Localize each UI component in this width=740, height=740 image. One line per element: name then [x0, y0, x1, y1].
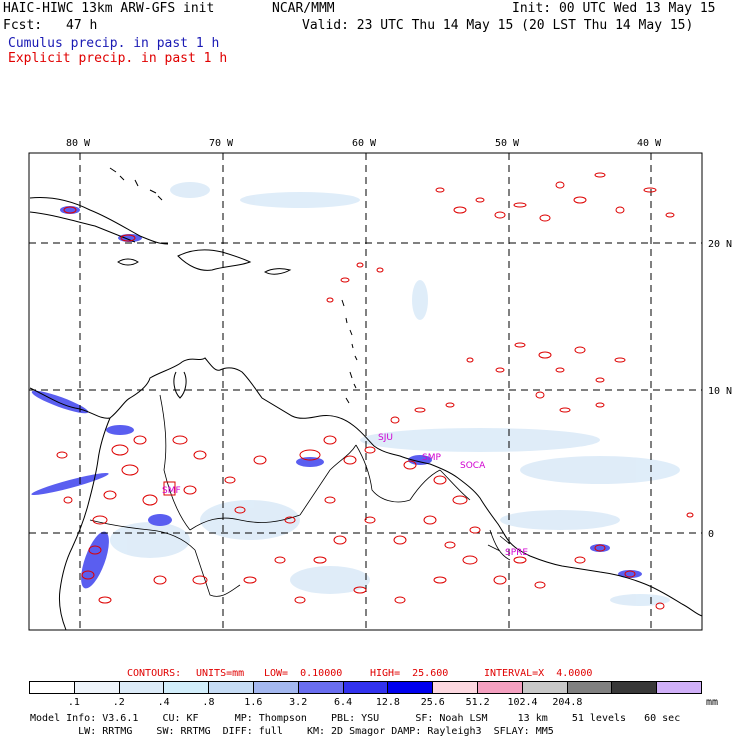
model-info-line2: LW: RRTMG SW: RRTMG DIFF: full KM: 2D Sm…	[30, 726, 554, 737]
contours-high: HIGH= 25.600	[370, 668, 449, 679]
station-labels: SJU SMF SPRE SMP SOCA	[162, 433, 528, 558]
colorbar-tick-label: 51.2	[465, 697, 490, 708]
colorbar-cell	[164, 682, 210, 693]
colorbar-tick-label: .4	[157, 697, 170, 708]
colorbar-cell	[522, 682, 568, 693]
forecast-label: Fcst:	[3, 18, 43, 33]
explicit-precip-contours	[56, 172, 694, 610]
valid-time: Valid: 23 UTC Thu 14 May 15 (20 LST Thu …	[302, 18, 694, 33]
colorbar-tick-label: .1	[67, 697, 80, 708]
colorbar-cell	[657, 682, 701, 693]
colorbar-tick-label: 6.4	[334, 697, 353, 708]
colorbar-cell	[253, 682, 299, 693]
country-borders	[89, 394, 511, 597]
colorbar-cell	[30, 682, 75, 693]
colorbar-tick-label: .8	[202, 697, 215, 708]
colorbar-tick-label: 204.8	[552, 697, 583, 708]
colorbar	[29, 681, 702, 694]
lat-label: 0	[708, 529, 714, 540]
colorbar-tick-label: 1.6	[244, 697, 263, 708]
legend-cumulus: Cumulus precip. in past 1 h	[8, 36, 220, 51]
colorbar-cell	[343, 682, 389, 693]
station-label: SMF	[162, 486, 181, 496]
colorbar-cell	[388, 682, 434, 693]
cumulus-precip-light	[110, 182, 680, 606]
org-label: NCAR/MMM	[272, 1, 335, 16]
colorbar-unit: mm	[706, 697, 719, 708]
lon-label: 70 W	[209, 138, 234, 149]
contours-units: UNITS=mm	[196, 668, 245, 679]
station-label: SPRE	[505, 548, 528, 558]
station-label: SMP	[422, 453, 441, 463]
colorbar-cell	[477, 682, 523, 693]
lon-label: 50 W	[495, 138, 520, 149]
colorbar-tick-label: 12.8	[375, 697, 400, 708]
lat-label: 20 N	[708, 239, 732, 250]
contours-low: LOW= 0.10000	[264, 668, 343, 679]
colorbar-cell	[209, 682, 254, 693]
coastlines	[29, 167, 703, 631]
lon-label: 60 W	[352, 138, 377, 149]
colorbar-tick-label: 3.2	[289, 697, 308, 708]
lon-label: 80 W	[66, 138, 91, 149]
lon-label: 40 W	[637, 138, 662, 149]
lon-axis-labels: 80 W 70 W 60 W 50 W 40 W	[66, 138, 662, 149]
station-label: SOCA	[460, 461, 486, 471]
colorbar-cell	[612, 682, 658, 693]
lat-axis-labels: 20 N 10 N 0	[708, 239, 732, 540]
contours-interval: INTERVAL=X 4.0000	[484, 668, 593, 679]
contours-label: CONTOURS:	[127, 668, 182, 679]
plot-title: HAIC-HIWC 13km ARW-GFS init	[3, 1, 215, 16]
colorbar-cell	[433, 682, 478, 693]
map-frame	[28, 152, 703, 631]
forecast-hours: 47 h	[66, 18, 98, 33]
colorbar-cell	[119, 682, 165, 693]
legend-explicit: Explicit precip. in past 1 h	[8, 51, 228, 66]
lat-label: 10 N	[708, 386, 732, 397]
colorbar-tick-label: .2	[112, 697, 125, 708]
model-info-line1: Model Info: V3.6.1 CU: KF MP: Thompson P…	[30, 713, 681, 724]
init-time: Init: 00 UTC Wed 13 May 15	[512, 1, 716, 16]
colorbar-cell	[74, 682, 120, 693]
colorbar-tick-label: 102.4	[507, 697, 538, 708]
colorbar-tick-label: 25.6	[420, 697, 445, 708]
station-label: SJU	[378, 433, 393, 443]
colorbar-cell	[567, 682, 613, 693]
colorbar-cell	[298, 682, 344, 693]
